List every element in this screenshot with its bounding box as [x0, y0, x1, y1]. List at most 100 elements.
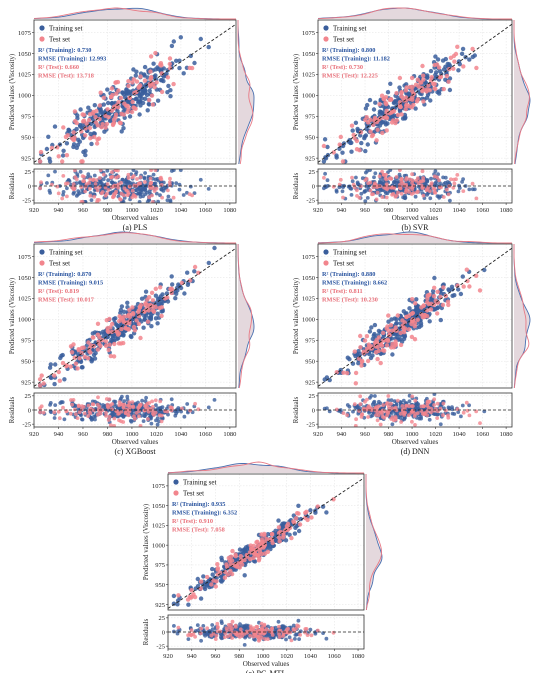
test-residual [464, 400, 469, 405]
train-residual [71, 191, 76, 196]
train-residual [185, 190, 189, 195]
test-residual [256, 634, 261, 639]
test-point [379, 343, 385, 348]
train-point [428, 68, 434, 74]
test-point [353, 370, 359, 376]
train-point [108, 118, 113, 124]
test-residual [98, 169, 103, 172]
test-residual [408, 177, 412, 182]
test-residual [83, 189, 88, 194]
test-point [399, 112, 404, 117]
train-residual [138, 194, 143, 199]
test-residual [153, 398, 158, 403]
test-residual [39, 180, 43, 185]
train-point [198, 36, 203, 42]
train-point [195, 576, 200, 582]
test-point [69, 350, 75, 355]
test-point [415, 317, 420, 322]
test-residual [73, 169, 77, 173]
train-residual [243, 625, 248, 630]
test-point [375, 344, 381, 350]
test-residual [61, 405, 65, 410]
test-point [452, 59, 457, 64]
test-point [87, 125, 93, 131]
train-point [92, 103, 98, 108]
train-residual [325, 178, 330, 183]
y-tick-label: 1000 [302, 93, 315, 100]
test-point [110, 321, 115, 327]
test-residual [289, 638, 294, 643]
test-point [223, 569, 228, 575]
train-point [49, 375, 54, 381]
test-residual [411, 183, 416, 188]
y-tick-label: 925 [155, 602, 165, 609]
train-residual [153, 177, 158, 182]
y-tick-label: 925 [21, 379, 31, 386]
test-residual [382, 185, 386, 190]
test-residual [244, 629, 249, 634]
train-point [388, 81, 393, 87]
test-residual [421, 176, 426, 180]
y-tick-label: 975 [305, 114, 315, 121]
top-kde-test [33, 7, 237, 20]
test-point [112, 341, 117, 347]
train-residual [324, 636, 329, 641]
top-kde-test [167, 461, 365, 474]
train-residual [403, 195, 408, 200]
train-residual [53, 169, 57, 174]
test-point [411, 317, 416, 322]
train-residual [389, 398, 394, 403]
y-tick-label: 1025 [302, 296, 315, 303]
test-point [111, 354, 117, 359]
test-residual [228, 633, 233, 637]
train-point [365, 102, 370, 108]
train-residual [206, 630, 210, 634]
train-point [296, 503, 301, 508]
test-point [384, 115, 390, 121]
train-point [321, 159, 327, 164]
test-point [92, 134, 97, 140]
test-residual [109, 175, 113, 180]
train-point [383, 122, 389, 127]
test-residual [91, 177, 96, 182]
test-residual [387, 185, 392, 190]
test-point [409, 105, 414, 110]
train-point [93, 350, 98, 356]
train-point [182, 291, 187, 296]
test-residual [305, 633, 310, 637]
res-y-tick-label: -25 [22, 421, 31, 428]
train-point [62, 377, 67, 382]
train-residual [90, 399, 95, 404]
test-point [55, 145, 60, 150]
test-point [438, 74, 444, 80]
metric-rmse-test: RMSE (Test): 10.230 [322, 297, 378, 304]
train-residual [105, 169, 110, 173]
metric-rmse-test: RMSE (Test): 13.718 [38, 73, 94, 80]
test-point [305, 517, 310, 523]
test-residual [425, 413, 430, 418]
test-residual [255, 630, 260, 634]
train-point [171, 39, 176, 44]
train-point [369, 325, 374, 330]
test-residual [171, 195, 176, 200]
train-residual [142, 411, 147, 416]
test-residual [68, 411, 73, 416]
test-point [97, 103, 103, 108]
test-point [353, 381, 358, 386]
test-point [297, 522, 303, 527]
train-point [175, 598, 181, 603]
right-kde-test [237, 20, 254, 165]
test-point [138, 335, 143, 341]
y-tick-label: 1025 [18, 296, 31, 303]
train-point [363, 148, 368, 154]
test-point [153, 286, 158, 291]
train-residual [436, 172, 440, 177]
test-residual [296, 624, 301, 629]
test-residual [96, 412, 100, 417]
metric-r2-train: R² (Training): 0.800 [322, 47, 375, 54]
test-point [418, 80, 423, 85]
test-residual [112, 424, 116, 427]
